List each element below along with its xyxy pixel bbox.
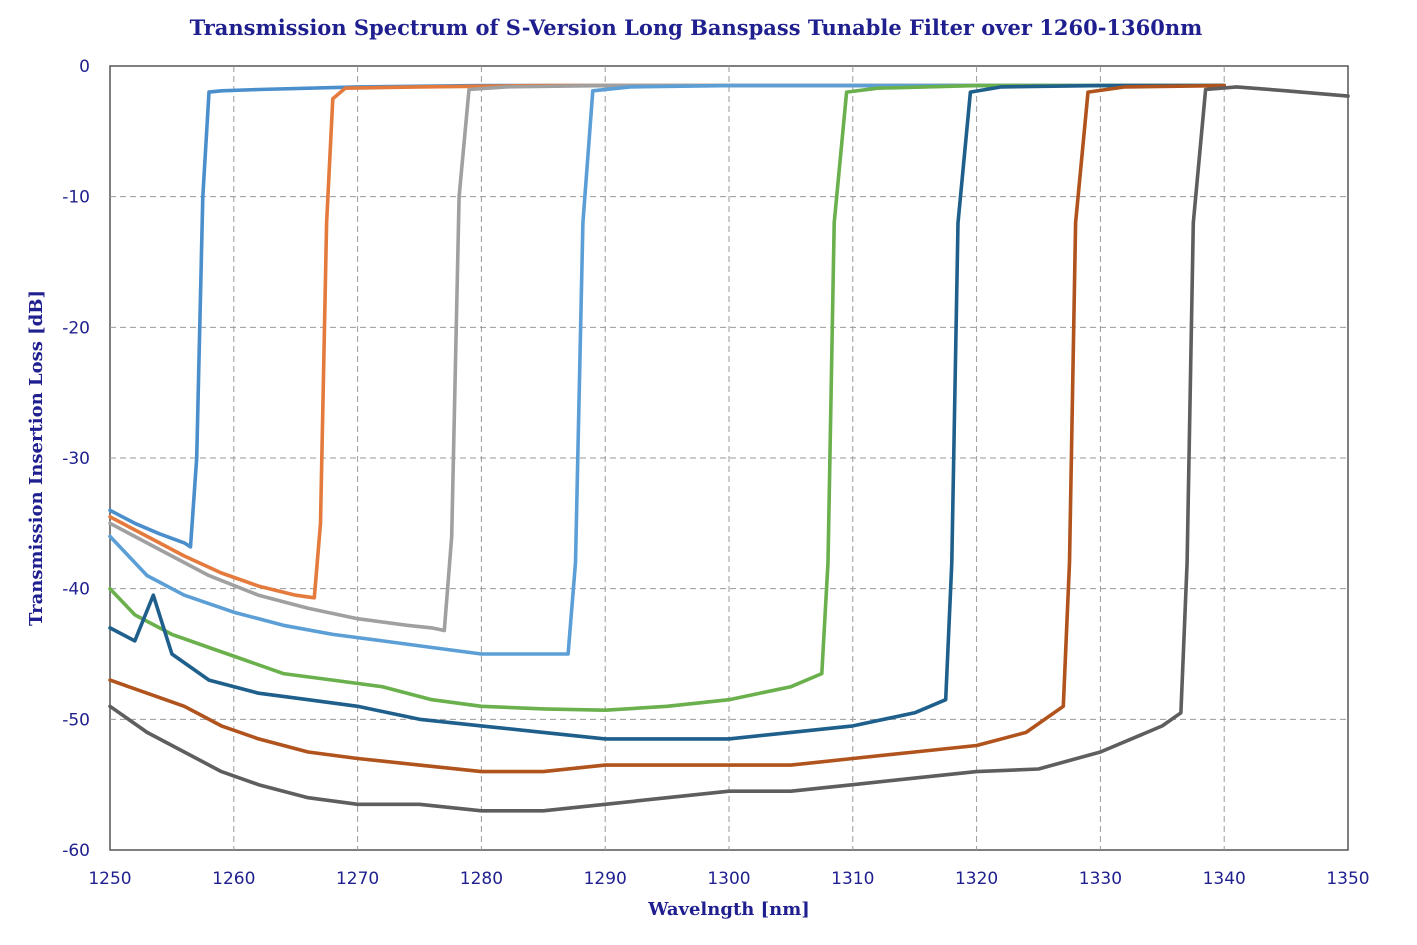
- x-tick-label: 1290: [584, 869, 627, 889]
- x-tick-label: 1260: [212, 869, 255, 889]
- series-line-5: [108, 83, 1226, 713]
- y-tick-label: -50: [62, 710, 90, 730]
- y-tick-label: -60: [62, 841, 90, 861]
- x-tick-label: 1340: [1203, 869, 1246, 889]
- series-line-8: [108, 85, 1350, 813]
- y-axis-label: Transmission Insertion Loss [dB]: [26, 290, 47, 626]
- y-tick-label: -30: [62, 449, 90, 469]
- x-tick-label: 1250: [88, 869, 131, 889]
- y-axis-ticks: 0 -10 -20 -30 -40 -50 -60: [62, 57, 90, 861]
- x-axis-ticks: 1250 1260 1270 1280 1290 1300 1310 1320 1330 1340…: [88, 869, 1369, 889]
- x-tick-label: 1320: [955, 869, 998, 889]
- series-line-4: [108, 83, 1226, 656]
- y-tick-label: -20: [62, 318, 90, 338]
- x-tick-label: 1310: [831, 869, 874, 889]
- chart-title: Transmission Spectrum of S-Version Long …: [190, 15, 1203, 40]
- x-tick-label: 1300: [707, 869, 750, 889]
- y-tick-label: 0: [79, 57, 90, 77]
- x-tick-label: 1280: [460, 869, 503, 889]
- series-line-7: [108, 83, 1226, 774]
- series-line-6: [108, 83, 1226, 741]
- x-tick-label: 1350: [1326, 869, 1369, 889]
- y-tick-label: -40: [62, 580, 90, 600]
- series-lines: [108, 83, 1350, 813]
- x-tick-label: 1270: [336, 869, 379, 889]
- grid-lines: [110, 66, 1348, 850]
- y-tick-label: -10: [62, 188, 90, 208]
- x-tick-label: 1330: [1079, 869, 1122, 889]
- x-axis-label: Wavelngth [nm]: [647, 899, 810, 920]
